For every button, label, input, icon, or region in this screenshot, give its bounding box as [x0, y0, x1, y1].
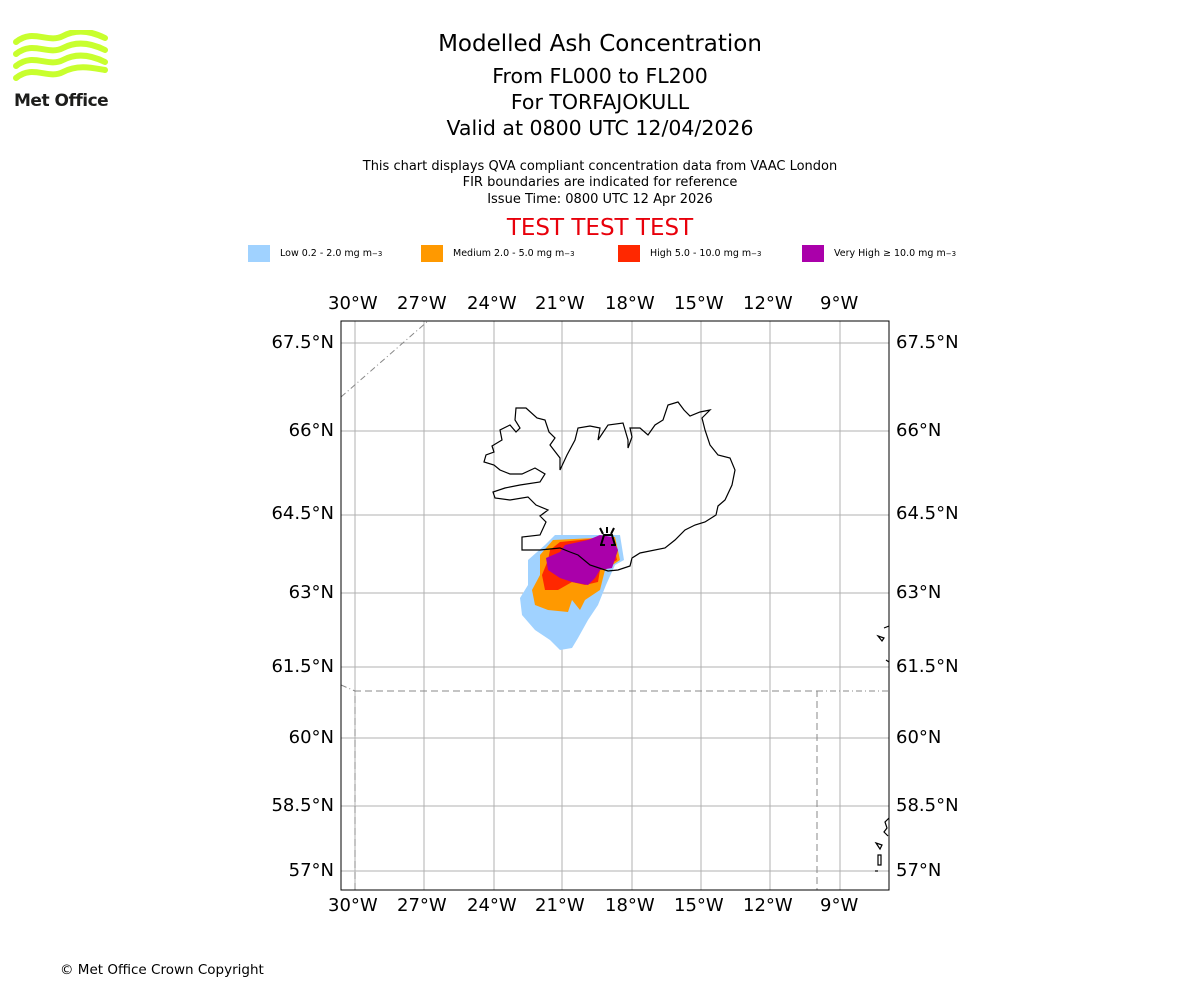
iceland-coast: [483, 401, 736, 572]
fir-boundaries: [341, 321, 889, 890]
test-banner: TEST TEST TEST: [506, 215, 694, 241]
fir-note: FIR boundaries are indicated for referen…: [462, 175, 738, 190]
lon-tick: 18°W: [605, 895, 655, 916]
lat-tick: 58.5°N: [896, 795, 959, 816]
legend-exp: −3: [751, 249, 762, 258]
lon-tick: 24°W: [467, 293, 517, 314]
lon-tick: 15°W: [674, 293, 724, 314]
lat-tick: 60°N: [896, 727, 942, 748]
lon-tick: 27°W: [397, 895, 447, 916]
lat-tick: 66°N: [288, 420, 334, 441]
legend-low: Low 0.2 - 2.0 mg m −3: [248, 245, 382, 262]
flight-levels: From FL000 to FL200: [492, 64, 708, 88]
qva-note: This chart displays QVA compliant concen…: [362, 159, 838, 174]
lat-tick: 61.5°N: [271, 656, 334, 677]
legend-label: Very High ≥ 10.0 mg m: [834, 248, 946, 259]
lon-tick: 21°W: [535, 895, 585, 916]
legend-exp: −3: [945, 249, 957, 258]
lon-tick: 9°W: [820, 895, 859, 916]
logo-text: Met Office: [14, 91, 109, 111]
legend-swatch-medium: [421, 245, 443, 262]
lat-tick: 67.5°N: [271, 332, 334, 353]
lon-tick: 30°W: [328, 895, 378, 916]
lat-tick: 58.5°N: [271, 795, 334, 816]
valid-time: Valid at 0800 UTC 12/04/2026: [446, 116, 754, 140]
legend-very-high: Very High ≥ 10.0 mg m −3: [802, 245, 956, 262]
legend-medium: Medium 2.0 - 5.0 mg m −3: [421, 245, 575, 262]
lat-tick: 57°N: [896, 860, 942, 881]
lon-tick: 30°W: [328, 293, 378, 314]
scotland-coast: [874, 817, 889, 872]
lat-tick: 66°N: [896, 420, 942, 441]
legend-exp: −3: [564, 249, 575, 258]
graticule: [341, 321, 889, 890]
faroe-islands: [876, 625, 889, 663]
ash-cloud: [520, 535, 624, 650]
lon-tick: 9°W: [820, 293, 859, 314]
lat-tick: 61.5°N: [896, 656, 959, 677]
legend-swatch-low: [248, 245, 270, 262]
lon-tick: 27°W: [397, 293, 447, 314]
legend-label: High 5.0 - 10.0 mg m: [650, 248, 752, 259]
lon-tick: 18°W: [605, 293, 655, 314]
lat-tick: 64.5°N: [271, 503, 334, 524]
legend-swatch-high: [618, 245, 640, 262]
lon-tick: 24°W: [467, 895, 517, 916]
lat-tick: 67.5°N: [896, 332, 959, 353]
coastlines: [483, 401, 889, 872]
met-office-waves-icon: [13, 30, 108, 81]
lon-tick: 12°W: [743, 293, 793, 314]
issue-time: Issue Time: 0800 UTC 12 Apr 2026: [487, 192, 713, 207]
legend-label: Medium 2.0 - 5.0 mg m: [453, 248, 565, 259]
lat-tick: 57°N: [288, 860, 334, 881]
lat-tick: 64.5°N: [896, 503, 959, 524]
copyright: © Met Office Crown Copyright: [60, 962, 264, 978]
lat-tick: 60°N: [288, 727, 334, 748]
chart-title: Modelled Ash Concentration: [438, 31, 762, 57]
legend-exp: −3: [372, 249, 383, 258]
legend-swatch-very-high: [802, 245, 824, 262]
lon-tick: 21°W: [535, 293, 585, 314]
lat-tick: 63°N: [288, 582, 334, 603]
volcano-name: For TORFAJOKULL: [510, 90, 690, 114]
lon-tick: 15°W: [674, 895, 724, 916]
legend-label: Low 0.2 - 2.0 mg m: [280, 248, 372, 259]
map-frame: [340, 320, 890, 891]
lat-tick: 63°N: [896, 582, 942, 603]
volcano-icon: [599, 527, 616, 546]
legend-high: High 5.0 - 10.0 mg m −3: [618, 245, 762, 262]
ash-very-high: [546, 535, 618, 585]
lon-tick: 12°W: [743, 895, 793, 916]
